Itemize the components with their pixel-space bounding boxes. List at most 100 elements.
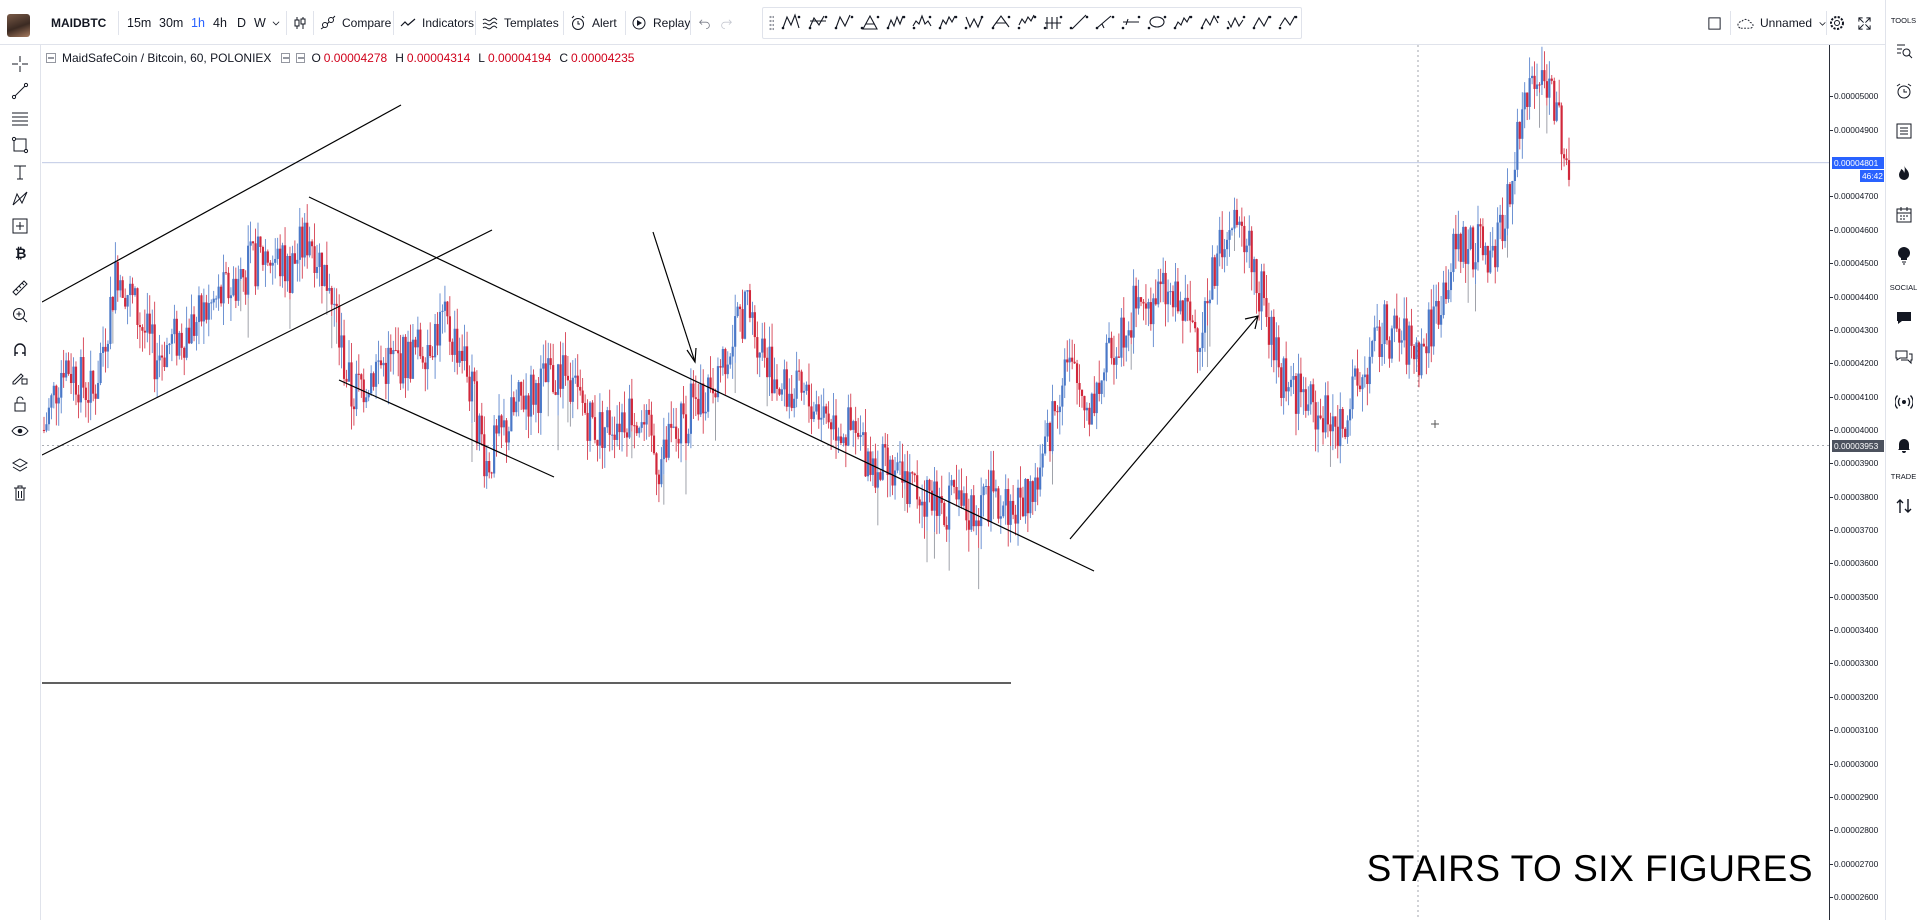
drag-handle[interactable]: [769, 15, 775, 31]
tool-ellipse[interactable]: [1144, 9, 1170, 37]
compare-label: Compare: [342, 16, 392, 30]
collapse-legend-icon[interactable]: [46, 53, 56, 63]
tick-mark: [1830, 463, 1833, 465]
lock-drawings[interactable]: [9, 393, 31, 415]
candle-body: [84, 387, 87, 401]
bitcoin-icon: ₿: [15, 246, 26, 262]
compare-button[interactable]: Compare: [320, 13, 391, 33]
timeframe-dropdown[interactable]: [271, 13, 281, 33]
candle-body: [1533, 75, 1536, 89]
tool-elliott-correction[interactable]: [961, 9, 987, 37]
tool-elliott-wave-wxyz[interactable]: [1223, 9, 1249, 37]
text-tool[interactable]: [9, 161, 31, 183]
candle-body: [1100, 380, 1103, 394]
data-window-button[interactable]: [1894, 121, 1914, 141]
candle-body: [1098, 382, 1101, 394]
tool-elliott-wave-wy[interactable]: [1275, 9, 1301, 37]
series-hide-icon[interactable]: [296, 53, 306, 63]
tool-abcd-pattern[interactable]: [831, 9, 857, 37]
object-tree[interactable]: [9, 455, 31, 477]
candle-body: [60, 372, 63, 398]
tool-elliott-double-combo[interactable]: [1014, 9, 1040, 37]
private-chats-button[interactable]: [1894, 348, 1914, 368]
layout-menu-button[interactable]: Unnamed: [1737, 13, 1827, 33]
upper-channel-line: [42, 104, 402, 303]
measure-tool[interactable]: [9, 277, 31, 299]
candle-body: [1031, 481, 1034, 502]
tool-elliott-impulse[interactable]: [935, 9, 961, 37]
user-avatar[interactable]: [7, 14, 30, 37]
chats-button[interactable]: [1894, 308, 1914, 328]
tool-triangle-pattern[interactable]: [857, 9, 883, 37]
candle-body: [1319, 415, 1322, 419]
alert-button[interactable]: Alert: [570, 13, 617, 33]
templates-button[interactable]: Templates: [482, 13, 559, 33]
hotlists-button[interactable]: [1894, 163, 1914, 183]
tool-xabcd-pattern[interactable]: [778, 9, 804, 37]
tool-sine-line[interactable]: [1118, 9, 1144, 37]
alerts-button[interactable]: [1894, 81, 1914, 101]
magnet-tool[interactable]: [9, 339, 31, 361]
timeframe-15m[interactable]: 15m: [127, 16, 152, 30]
candle-body: [207, 303, 210, 320]
timeframe-30m[interactable]: 30m: [159, 16, 184, 30]
tool-cypher-pattern[interactable]: [804, 9, 830, 37]
fullscreen-mode-button[interactable]: [1707, 13, 1722, 33]
notifications-button[interactable]: [1894, 435, 1914, 455]
tool-elliott-triple-combo[interactable]: [1040, 9, 1066, 37]
streams-button[interactable]: [1894, 392, 1914, 412]
zoom-tool[interactable]: [9, 304, 31, 326]
fullscreen-button[interactable]: [1857, 13, 1872, 33]
last-price-label: 0.00004801: [1832, 156, 1884, 169]
prediction-tool[interactable]: [9, 215, 31, 237]
tool-elliott-wave-ac[interactable]: [1249, 9, 1275, 37]
stay-in-drawing-mode[interactable]: [9, 366, 31, 388]
indicators-button[interactable]: Indicators: [400, 13, 474, 33]
watchlist-button[interactable]: [1894, 41, 1914, 61]
calendar-button[interactable]: [1894, 205, 1914, 225]
candle-body: [229, 295, 233, 299]
tool-elliott-triangle[interactable]: [987, 9, 1013, 37]
tool-three-drives-pattern[interactable]: [883, 9, 909, 37]
hide-drawings[interactable]: [9, 420, 31, 442]
candle-body: [251, 241, 255, 244]
candle-body: [1230, 228, 1234, 231]
series-settings-icon[interactable]: [281, 53, 291, 63]
candle-body: [584, 402, 587, 413]
remove-drawings[interactable]: [9, 482, 31, 504]
timeframe-4h[interactable]: 4h: [213, 16, 227, 30]
tool-elliott-wave-12345[interactable]: [1170, 9, 1196, 37]
trend-line-tool[interactable]: [9, 80, 31, 102]
crosshair-tool[interactable]: [9, 53, 31, 75]
undo-button[interactable]: [698, 13, 711, 33]
candle-body: [837, 436, 840, 441]
timeframe-1h[interactable]: 1h: [191, 16, 205, 30]
candle-body: [1206, 301, 1209, 304]
fib-tool[interactable]: [9, 107, 31, 129]
chart-style-button[interactable]: [292, 13, 308, 33]
shapes-tool[interactable]: [9, 134, 31, 156]
symbol-search-button[interactable]: MAIDBTC: [51, 16, 107, 30]
redo-button[interactable]: [720, 13, 733, 33]
patterns-tool[interactable]: [9, 188, 31, 210]
tool-head-shoulders[interactable]: [909, 9, 935, 37]
icons-tool[interactable]: ₿: [9, 242, 31, 264]
tool-time-cycles[interactable]: [1092, 9, 1118, 37]
tool-cyclic-lines[interactable]: [1066, 9, 1092, 37]
timeframe-w[interactable]: W: [254, 16, 266, 30]
candle-body: [360, 374, 363, 380]
price-chart[interactable]: [42, 45, 1829, 920]
chart-pane[interactable]: MaidSafeCoin / Bitcoin, 60, POLONIEX O 0…: [42, 45, 1829, 920]
price-axis[interactable]: 0.00005000 0.00004900 0.00004700 0.00004600…: [1829, 45, 1885, 920]
replay-button[interactable]: Replay: [631, 13, 690, 33]
settings-button[interactable]: [1829, 13, 1845, 33]
candle-body: [829, 422, 833, 430]
candle-body: [810, 406, 813, 420]
ideas-button[interactable]: [1894, 246, 1914, 266]
trading-panel-button[interactable]: [1894, 496, 1914, 516]
candle-body: [1196, 328, 1199, 352]
timeframe-d[interactable]: D: [237, 16, 247, 30]
tool-elliott-wave-abc[interactable]: [1197, 9, 1223, 37]
candle-body: [1494, 245, 1497, 268]
candle-body: [544, 363, 547, 383]
